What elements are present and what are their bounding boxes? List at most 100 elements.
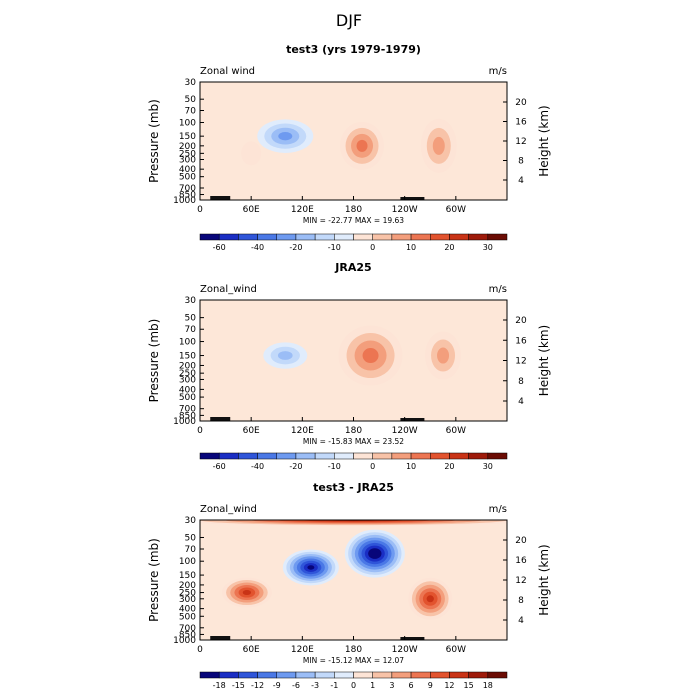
colorbar-label: 20 bbox=[444, 462, 454, 471]
topography bbox=[400, 637, 425, 640]
colorbar-swatch bbox=[410, 452, 431, 460]
y-tick-label: 50 bbox=[185, 533, 197, 543]
colorbar-label: -40 bbox=[251, 243, 264, 252]
colorbar: -60 -40 -20 -10 0 10 20 30 bbox=[199, 452, 508, 471]
variable-label: Zonal wind bbox=[200, 66, 255, 77]
y2-tick-label: 16 bbox=[515, 118, 527, 128]
colorbar-swatch bbox=[257, 233, 277, 241]
colorbar-swatch bbox=[487, 233, 508, 241]
x-tick-label: 120E bbox=[291, 205, 314, 215]
colorbar-swatch bbox=[430, 671, 450, 679]
y2-tick-label: 20 bbox=[515, 98, 527, 108]
panel-2: JRA25 Zonal_wind m/s 0 60E 120E 180 120W 60W 30 50… bbox=[147, 261, 551, 471]
colorbar-label: 0 bbox=[370, 462, 375, 471]
y-tick-label: 70 bbox=[185, 107, 197, 117]
y2-tick-label: 12 bbox=[515, 137, 526, 147]
stats-label: MIN = -15.83 MAX = 23.52 bbox=[303, 437, 404, 446]
colorbar-swatch bbox=[199, 233, 220, 241]
x-tick-label: 120W bbox=[392, 426, 418, 436]
units-label: m/s bbox=[489, 284, 507, 295]
y2-tick-label: 16 bbox=[515, 556, 527, 566]
colorbar-swatch bbox=[199, 671, 220, 679]
colorbar-swatch bbox=[295, 233, 316, 241]
colorbar-label: 1 bbox=[370, 681, 375, 690]
y2-tick-label: 20 bbox=[515, 316, 527, 326]
x-tick-label: 120E bbox=[291, 645, 314, 655]
y2-tick-label: 4 bbox=[518, 397, 524, 407]
colorbar-swatch bbox=[449, 452, 469, 460]
colorbar-swatch bbox=[295, 452, 316, 460]
y-axis-label: Pressure (mb) bbox=[147, 319, 161, 403]
x-tick-label: 60E bbox=[243, 645, 260, 655]
y2-tick-label: 4 bbox=[518, 616, 524, 626]
colorbar-label: -10 bbox=[328, 243, 341, 252]
contour-level bbox=[278, 131, 293, 141]
colorbar-label: 0 bbox=[351, 681, 356, 690]
x-tick-label: 180 bbox=[345, 205, 362, 215]
colorbar-label: 30 bbox=[483, 243, 493, 252]
panel-1: test3 (yrs 1979-1979) Zonal wind m/s 0 60E 12… bbox=[147, 43, 551, 252]
colorbar-swatch bbox=[334, 671, 354, 679]
panel-title: test3 (yrs 1979-1979) bbox=[286, 43, 421, 56]
colorbar-swatch bbox=[257, 452, 277, 460]
x-tick-label: 60W bbox=[446, 426, 466, 436]
y-tick-label: 70 bbox=[185, 325, 197, 335]
units-label: m/s bbox=[489, 504, 507, 515]
y-tick-label: 400 bbox=[179, 605, 196, 615]
contour-level bbox=[356, 139, 368, 152]
y-tick-label: 400 bbox=[179, 165, 196, 175]
y-tick-label: 30 bbox=[185, 78, 197, 88]
colorbar-label: 15 bbox=[464, 681, 474, 690]
stats-label: MIN = -22.77 MAX = 19.63 bbox=[303, 216, 404, 225]
colorbar-swatch bbox=[372, 452, 393, 460]
colorbar-swatch bbox=[218, 671, 239, 679]
colorbar-swatch bbox=[468, 671, 489, 679]
variable-label: Zonal_wind bbox=[200, 284, 257, 295]
y2-tick-label: 12 bbox=[515, 357, 526, 367]
colorbar-swatch bbox=[353, 671, 373, 679]
colorbar-swatch bbox=[391, 671, 412, 679]
x-tick-label: 180 bbox=[345, 645, 362, 655]
colorbar-swatch bbox=[353, 452, 373, 460]
colorbar-swatch bbox=[276, 671, 297, 679]
x-tick-label: 60W bbox=[446, 205, 466, 215]
contour-level bbox=[362, 348, 379, 364]
colorbar-label: -6 bbox=[292, 681, 300, 690]
colorbar-label: -20 bbox=[289, 462, 302, 471]
topography bbox=[210, 196, 231, 200]
y-tick-label: 700 bbox=[179, 405, 196, 415]
colorbar-swatch bbox=[468, 452, 489, 460]
y2-axis-label: Height (km) bbox=[537, 544, 551, 615]
colorbar-swatch bbox=[334, 452, 354, 460]
topography bbox=[210, 636, 231, 640]
y-tick-label: 250 bbox=[179, 589, 196, 599]
y2-tick-label: 16 bbox=[515, 336, 527, 346]
y2-tick-label: 20 bbox=[515, 536, 527, 546]
stats-label: MIN = -15.12 MAX = 12.07 bbox=[303, 656, 404, 665]
colorbar-swatch bbox=[257, 671, 277, 679]
colorbar-label: -15 bbox=[232, 681, 245, 690]
colorbar-label: -18 bbox=[213, 681, 226, 690]
colorbar-swatch bbox=[314, 452, 335, 460]
colorbar-label: -3 bbox=[311, 681, 319, 690]
y-tick-label: 250 bbox=[179, 369, 196, 379]
colorbar-swatch bbox=[295, 671, 316, 679]
x-tick-label: 120E bbox=[291, 426, 314, 436]
colorbar-swatch bbox=[238, 452, 258, 460]
y-tick-label: 200 bbox=[179, 581, 196, 591]
y-tick-label: 250 bbox=[179, 149, 196, 159]
x-tick-label: 60E bbox=[243, 205, 260, 215]
colorbar-swatch bbox=[218, 233, 239, 241]
y-tick-label: 850 bbox=[179, 411, 196, 421]
colorbar-swatch bbox=[487, 671, 508, 679]
colorbar-swatch bbox=[218, 452, 239, 460]
panel-title: JRA25 bbox=[334, 261, 371, 274]
y-tick-label: 850 bbox=[179, 191, 196, 201]
colorbar-swatch bbox=[410, 671, 431, 679]
topography bbox=[400, 418, 425, 421]
colorbar-swatch bbox=[449, 233, 469, 241]
colorbar-label: -10 bbox=[328, 462, 341, 471]
y-tick-label: 500 bbox=[179, 173, 196, 183]
